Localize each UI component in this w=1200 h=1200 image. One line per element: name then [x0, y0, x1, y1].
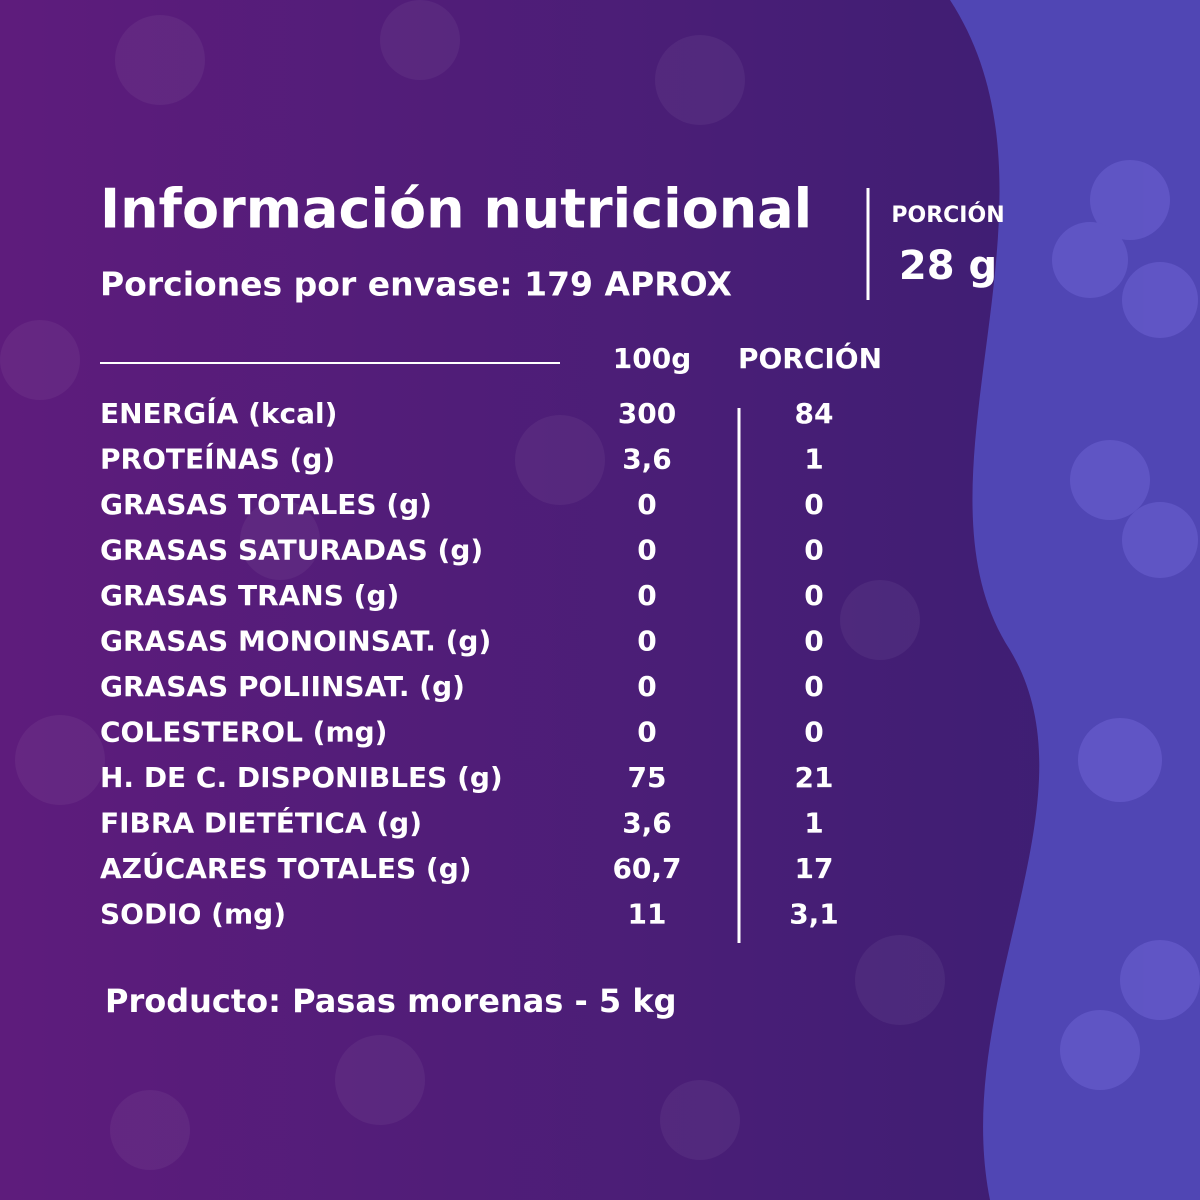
footer: Producto: Pasas morenas - 5 kg — [105, 982, 677, 1020]
value-100g: 0 — [637, 488, 656, 521]
value-portion: 1 — [804, 807, 823, 840]
value-100g: 0 — [637, 716, 656, 749]
grape-pattern — [0, 0, 945, 1170]
row-label: GRASAS MONOINSAT. (g) — [100, 625, 491, 658]
row-label: GRASAS TOTALES (g) — [100, 488, 432, 521]
value-portion: 0 — [804, 579, 823, 612]
value-100g: 0 — [637, 579, 656, 612]
row-label: H. DE C. DISPONIBLES (g) — [100, 761, 503, 794]
value-portion: 0 — [804, 716, 823, 749]
row-label: FIBRA DIETÉTICA (g) — [100, 806, 422, 840]
column-header: 100g — [613, 342, 692, 375]
value-portion: 17 — [795, 852, 834, 885]
value-portion: 0 — [804, 625, 823, 658]
column-header: PORCIÓN — [738, 341, 882, 375]
value-100g: 0 — [637, 534, 656, 567]
value-100g: 11 — [628, 898, 667, 931]
value-portion: 3,1 — [789, 898, 839, 931]
value-portion: 0 — [804, 534, 823, 567]
row-label: GRASAS SATURADAS (g) — [100, 534, 483, 567]
value-100g: 75 — [628, 761, 667, 794]
row-label: COLESTEROL (mg) — [100, 716, 387, 749]
value-100g: 300 — [618, 397, 676, 430]
title: Información nutricional — [100, 178, 812, 241]
value-portion: 84 — [795, 397, 834, 430]
row-label: AZÚCARES TOTALES (g) — [100, 851, 472, 885]
table-body: ENERGÍA (kcal) 300 84 PROTEÍNAS (g) 3,6 1 GRAS… — [100, 396, 839, 931]
portion-label: PORCIÓN — [891, 202, 1004, 228]
value-100g: 0 — [637, 625, 656, 658]
value-100g: 3,6 — [622, 807, 672, 840]
value-100g: 60,7 — [612, 852, 681, 885]
row-label: ENERGÍA (kcal) — [100, 396, 337, 430]
value-100g: 3,6 — [622, 443, 672, 476]
portion-value: 28 g — [899, 243, 997, 289]
value-portion: 0 — [804, 488, 823, 521]
row-label: SODIO (mg) — [100, 898, 286, 931]
value-portion: 0 — [804, 670, 823, 703]
row-label: GRASAS TRANS (g) — [100, 579, 399, 612]
subtitle: Porciones por envase: 179 APROX — [100, 265, 732, 304]
row-label: PROTEÍNAS (g) — [100, 442, 335, 476]
value-portion: 21 — [795, 761, 834, 794]
value-100g: 0 — [637, 670, 656, 703]
value-portion: 1 — [804, 443, 823, 476]
grape-pattern-right — [1052, 160, 1200, 1090]
row-label: GRASAS POLIINSAT. (g) — [100, 670, 465, 703]
